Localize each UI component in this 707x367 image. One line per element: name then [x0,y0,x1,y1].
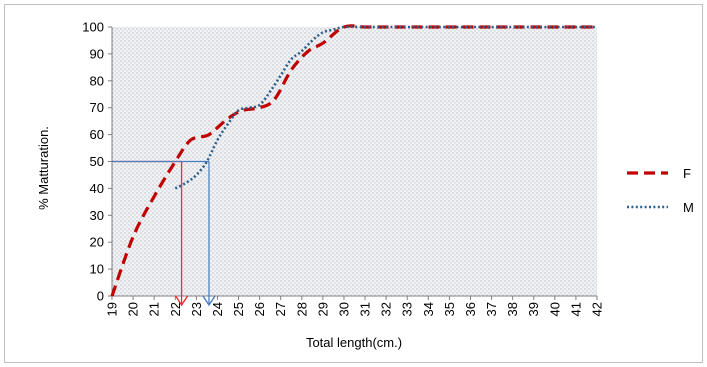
y-tick-label: 100 [82,20,104,35]
x-tick-label: 31 [358,302,373,316]
series-layer [110,24,597,297]
y-tick-label: 60 [90,127,104,142]
x-tick-label: 30 [336,302,351,316]
y-tick-label: 40 [90,181,104,196]
y-tick-label: 20 [90,235,104,250]
x-tick-label: 33 [400,302,415,316]
legend-label-F: F [683,166,691,181]
x-tick-label: 39 [526,302,541,316]
y-tick-label: 70 [90,100,104,115]
x-tick-label: 28 [294,302,309,316]
y-tick-label: 50 [90,154,104,169]
y-tick-label: 80 [90,73,104,88]
x-tick-label: 25 [231,302,246,316]
x-tick-label: 40 [547,302,562,316]
x-tick-label: 24 [210,302,225,316]
x-tick-label: 37 [484,302,499,316]
x-tick-label: 41 [568,302,583,316]
x-tick-label: 36 [463,302,478,316]
y-tick-label: 10 [90,262,104,277]
x-tick-label: 19 [105,302,120,316]
x-tick-label: 26 [252,302,267,316]
x-tick-label: 35 [442,302,457,316]
legend-label-M: M [683,200,694,215]
x-tick-label: 20 [126,302,141,316]
x-tick-label: 38 [505,302,520,316]
x-tick-label: 34 [421,302,436,316]
x-tick-label: 22 [168,302,183,316]
x-axis-title: Total length(cm.) [306,335,402,350]
x-tick-label: 27 [273,302,288,316]
y-tick-label: 90 [90,46,104,61]
y-tick-label: 0 [97,289,104,304]
annotation-layer [112,160,216,307]
reference-arrowhead-M [202,295,216,307]
series-line-M [174,25,597,190]
legend: FM [627,166,694,215]
reference-arrowhead-F [175,295,189,307]
x-tick-label: 21 [147,302,162,316]
y-axis-title: % Matturation. [36,126,51,210]
x-axis-ticks: 19 20 21 22 23 24 25 26 27 28 29 30 31 32 33 34 35 36 37 38… [105,296,605,316]
x-tick-label: 42 [590,302,605,316]
y-axis-ticks: 0 10 20 30 40 50 60 70 80 90 100 [82,20,112,304]
x-tick-label: 23 [189,302,204,316]
x-tick-label: 32 [379,302,394,316]
x-tick-label: 29 [315,302,330,316]
y-tick-label: 30 [90,208,104,223]
